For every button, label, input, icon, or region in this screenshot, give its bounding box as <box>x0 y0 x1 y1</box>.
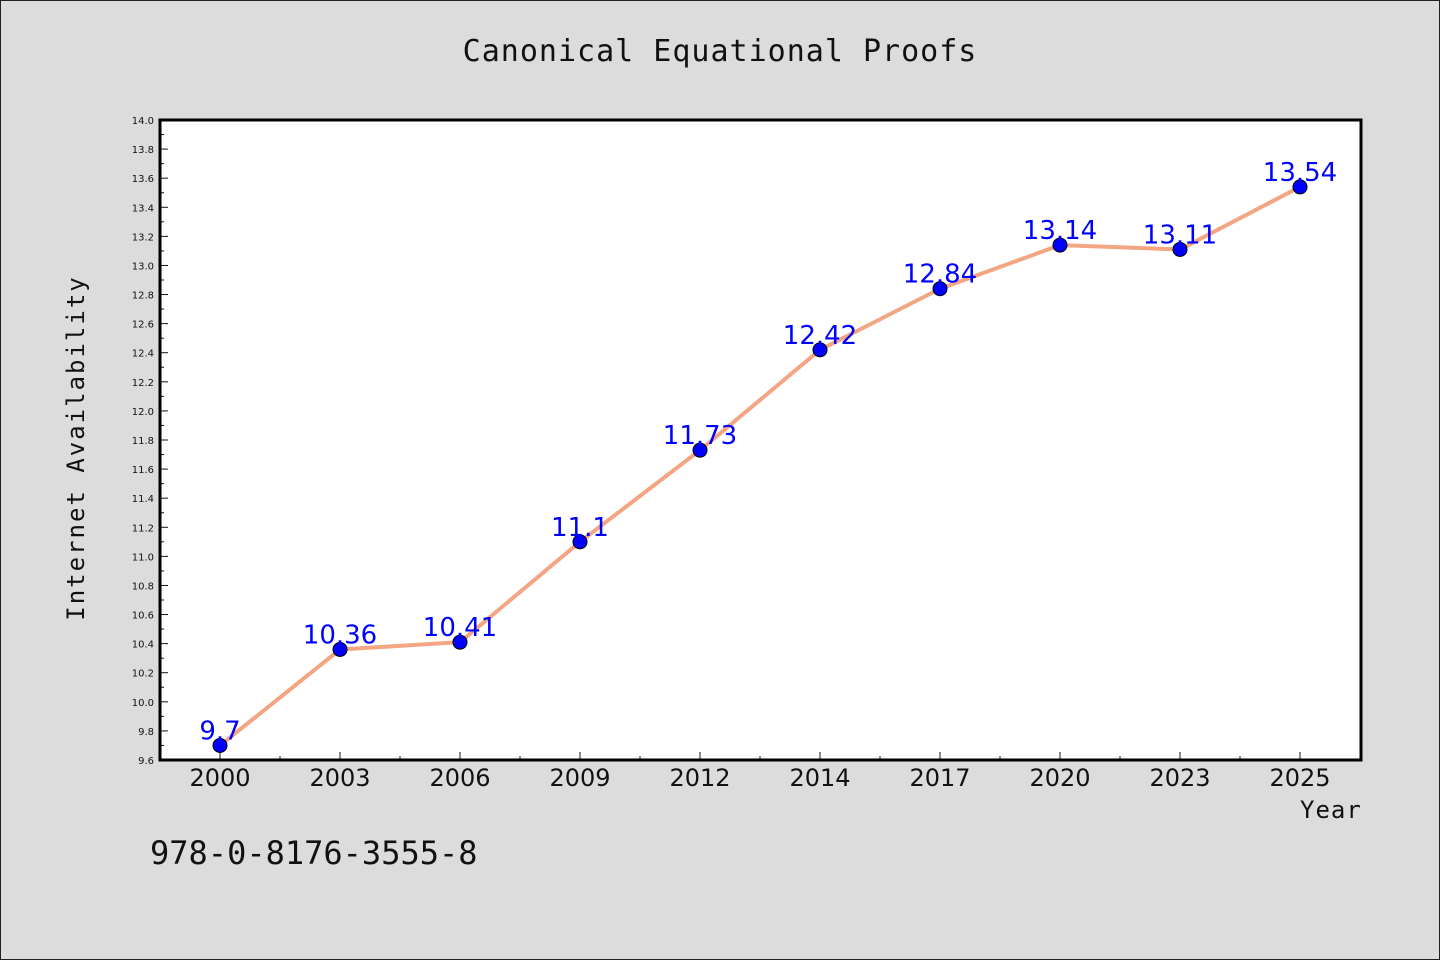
plot-border <box>158 118 1363 762</box>
data-point <box>1172 241 1188 257</box>
data-label: 13.14 <box>1023 216 1097 246</box>
isbn-text: 978-0-8176-3555-8 <box>150 834 478 872</box>
x-tick-label: 2003 <box>309 764 370 792</box>
data-point <box>932 281 948 297</box>
y-tick-label: 13.4 <box>132 203 154 214</box>
data-label: 11.1 <box>551 513 609 543</box>
y-tick-label: 11.0 <box>132 552 154 563</box>
y-tick-label: 11.6 <box>132 465 154 476</box>
data-label: 10.36 <box>303 620 377 650</box>
y-tick-label: 11.2 <box>132 523 154 534</box>
x-tick-label: 2012 <box>669 764 730 792</box>
y-tick-label: 13.8 <box>132 145 154 156</box>
y-tick-label: 12.8 <box>132 291 154 302</box>
data-point <box>452 634 468 650</box>
data-label: 11.73 <box>663 421 737 451</box>
data-label: 10.41 <box>423 613 497 643</box>
y-tick-label: 12.4 <box>132 349 154 360</box>
data-label: 12.42 <box>783 321 857 351</box>
y-tick-label: 13.6 <box>132 174 154 185</box>
y-tick-label: 9.8 <box>138 727 154 738</box>
data-label: 12.84 <box>903 260 977 290</box>
y-tick-label: 10.6 <box>132 611 154 622</box>
y-tick-label: 10.8 <box>132 581 154 592</box>
data-label: 13.54 <box>1263 158 1337 188</box>
data-label: 9.7 <box>199 716 240 746</box>
data-point <box>692 442 708 458</box>
x-tick-label: 2017 <box>909 764 970 792</box>
x-tick-label: 2023 <box>1149 764 1210 792</box>
y-tick-label: 14.0 <box>132 116 154 127</box>
data-point <box>212 737 228 753</box>
y-tick-label: 12.0 <box>132 407 154 418</box>
y-tick-label: 11.8 <box>132 436 154 447</box>
data-label: 13.11 <box>1143 220 1217 250</box>
y-tick-label: 12.2 <box>132 378 154 389</box>
y-tick-label: 10.4 <box>132 640 154 651</box>
x-tick-label: 2000 <box>189 764 250 792</box>
data-point <box>332 641 348 657</box>
x-tick-label: 2014 <box>789 764 850 792</box>
data-point <box>812 342 828 358</box>
x-tick-label: 2006 <box>429 764 490 792</box>
x-axis-label: Year <box>1300 796 1362 824</box>
y-tick-label: 10.0 <box>132 698 154 709</box>
data-point <box>1052 237 1068 253</box>
y-tick-label: 13.2 <box>132 232 154 243</box>
y-tick-label: 12.6 <box>132 320 154 331</box>
y-tick-label: 9.6 <box>138 756 154 767</box>
plot-area <box>160 120 1361 760</box>
x-tick-label: 2020 <box>1029 764 1090 792</box>
x-tick-label: 2009 <box>549 764 610 792</box>
data-point <box>572 534 588 550</box>
y-tick-label: 10.2 <box>132 669 154 680</box>
chart-title: Canonical Equational Proofs <box>462 34 978 69</box>
data-point <box>1292 179 1308 195</box>
y-tick-label: 13.0 <box>132 261 154 272</box>
y-tick-label: 11.4 <box>132 494 154 505</box>
x-tick-label: 2025 <box>1269 764 1330 792</box>
series-line <box>218 185 1301 748</box>
